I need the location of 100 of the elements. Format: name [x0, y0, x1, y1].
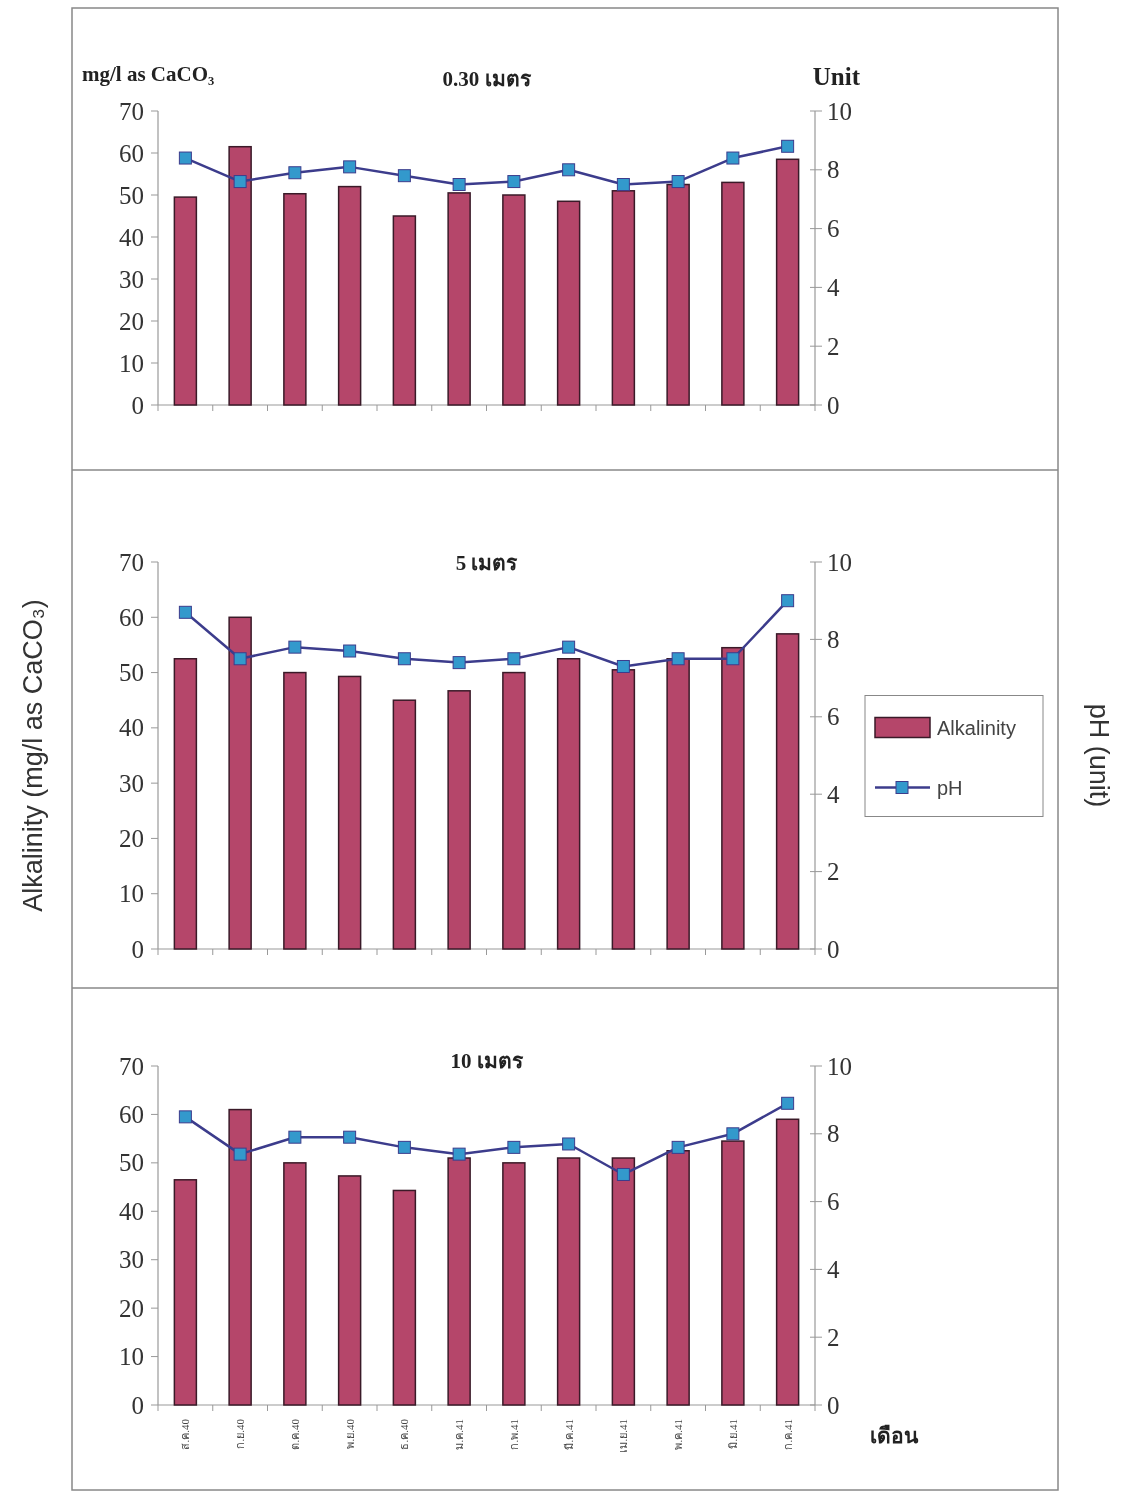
y-tick-label: 10 [119, 349, 144, 377]
y-tick-label: 20 [119, 1294, 144, 1322]
y2-tick-label: 10 [827, 97, 852, 125]
x-tick-label: ก.พ.41 [507, 1419, 520, 1450]
point [452, 178, 466, 191]
y2-tick-label: 10 [827, 1052, 852, 1080]
point [288, 1130, 302, 1144]
y-tick-label: 40 [119, 1197, 144, 1225]
bar [611, 1157, 636, 1406]
bar [721, 646, 745, 950]
x-axis-title: เดือน [870, 1424, 919, 1448]
y-tick-label: 10 [119, 1343, 144, 1371]
bar [228, 1108, 252, 1406]
point [343, 644, 357, 658]
point [562, 163, 576, 177]
y2-tick-label: 4 [827, 1255, 840, 1283]
bar [337, 675, 362, 950]
x-tick-label: ก.ค.41 [781, 1419, 794, 1450]
bar [283, 1162, 307, 1406]
y-tick-label: 10 [119, 880, 144, 908]
x-tick-label: มิ.ย.41 [726, 1419, 739, 1449]
point [781, 1096, 795, 1110]
y2-tick-label: 2 [827, 1323, 840, 1351]
bar [228, 145, 252, 406]
bar [337, 1175, 362, 1406]
y2-tick-label: 2 [827, 858, 840, 886]
y-tick-label: 60 [119, 1100, 144, 1128]
point [452, 656, 466, 670]
x-tick-label: พ.ย.40 [343, 1418, 356, 1449]
y-tick-label: 70 [119, 97, 144, 125]
bar [721, 181, 745, 406]
y-tick-label: 60 [119, 603, 144, 631]
y-tick-label: 70 [119, 548, 144, 576]
bar [392, 699, 417, 950]
bar [173, 1179, 198, 1406]
y-tick-label: 30 [119, 265, 144, 293]
bar [283, 671, 307, 950]
point [781, 594, 795, 608]
y2-tick-label: 10 [827, 548, 852, 576]
bar [666, 658, 690, 950]
y-tick-label: 70 [119, 1052, 144, 1080]
y2-tick-label: 6 [827, 1188, 840, 1216]
bar [392, 215, 417, 406]
y2-tick-label: 0 [827, 935, 840, 963]
x-tick-label: ก.ย.40 [234, 1418, 247, 1449]
x-tick-label: ม.ค.41 [453, 1419, 466, 1450]
y-tick-label: 50 [119, 1149, 144, 1177]
x-tick-label: มี.ค.41 [562, 1419, 575, 1450]
y-tick-label: 30 [119, 1246, 144, 1274]
bar [447, 192, 471, 406]
point [233, 1147, 247, 1161]
point [671, 1140, 685, 1154]
bar [775, 1118, 800, 1406]
y-tick-label: 20 [119, 307, 144, 335]
point [616, 1167, 630, 1181]
bar [392, 1189, 417, 1406]
point [726, 151, 740, 165]
point [178, 151, 192, 165]
bar [447, 690, 471, 950]
y2-axis-title: pH (unit) [1084, 703, 1114, 808]
y-tick-label: 50 [119, 659, 144, 687]
bar [611, 669, 636, 950]
point [343, 160, 357, 174]
bar [775, 633, 800, 950]
chart-title: 0.30 เมตร [442, 67, 532, 91]
point [671, 175, 685, 189]
bar [775, 158, 800, 406]
bar [447, 1157, 471, 1406]
point [671, 652, 685, 666]
bar [556, 658, 581, 950]
y2-tick-label: 6 [827, 215, 840, 243]
point [288, 640, 302, 654]
y-tick-label: 40 [119, 714, 144, 742]
point [616, 659, 630, 673]
bar [556, 1157, 581, 1406]
y2-tick-label: 4 [827, 273, 840, 301]
x-tick-label: เม.ย.41 [617, 1419, 630, 1453]
y2-tick-label: 8 [827, 1120, 840, 1148]
point [726, 652, 740, 666]
point [397, 652, 411, 666]
point [507, 652, 521, 666]
y-axis-title: Alkalinity (mg/l as CaCO₃) [18, 599, 48, 912]
y2-tick-label: 8 [827, 625, 840, 653]
point [562, 640, 576, 654]
x-tick-label: ส.ค.40 [179, 1418, 192, 1450]
point [616, 178, 630, 191]
point [343, 1130, 357, 1144]
bar [666, 183, 690, 406]
bar [721, 1140, 745, 1406]
bar [173, 658, 198, 950]
bar [283, 192, 307, 406]
point [452, 1147, 466, 1161]
y-tick-label: 0 [131, 391, 144, 419]
x-tick-label: พ.ค.41 [672, 1419, 685, 1450]
y2-tick-label: 0 [827, 391, 840, 419]
y-tick-label: 20 [119, 824, 144, 852]
y-tick-label: 0 [131, 1391, 144, 1419]
chart-title: 5 เมตร [455, 551, 519, 575]
bar [502, 194, 526, 406]
legend-label: pH [937, 776, 963, 799]
